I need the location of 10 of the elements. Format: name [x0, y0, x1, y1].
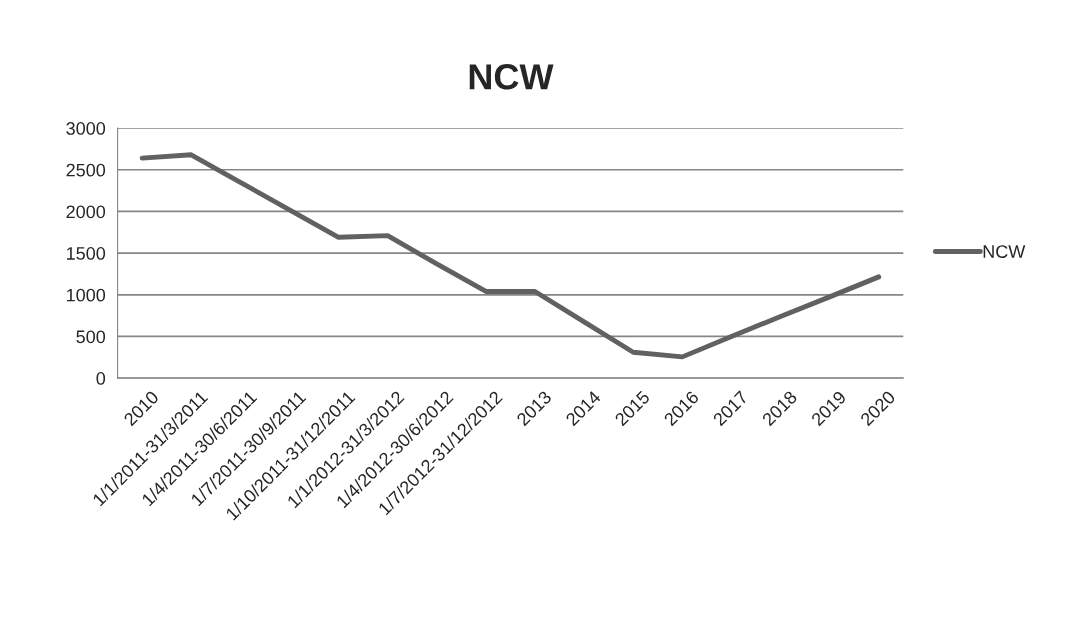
legend-label: NCW — [983, 245, 1026, 258]
y-tick-label: 0 — [96, 372, 106, 385]
y-tick-label: 2000 — [66, 205, 106, 219]
chart-title: NCW — [469, 64, 554, 90]
line-series — [139, 152, 882, 360]
y-tick-label: 1000 — [67, 288, 106, 302]
y-tick-label: 3000 — [66, 122, 106, 135]
y-tick-label: 2500 — [66, 163, 106, 177]
y-tick-label: 500 — [76, 330, 106, 344]
y-tick-label: 1500 — [67, 247, 106, 260]
